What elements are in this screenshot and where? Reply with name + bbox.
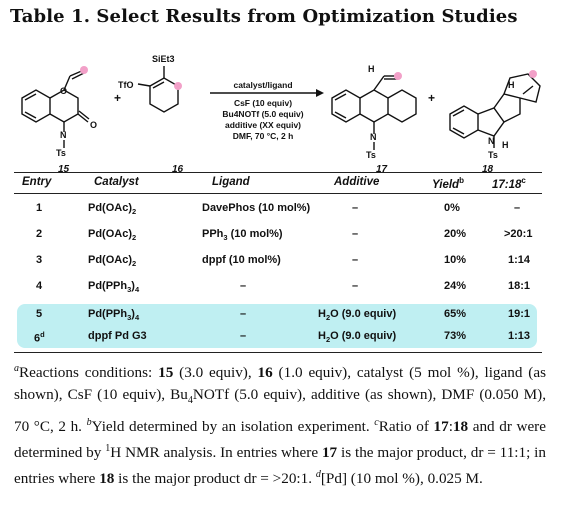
cell-additive: H2O (9.0 equiv) (318, 330, 397, 345)
ts-label-17: Ts (366, 150, 376, 160)
compound-16-label: 16 (172, 164, 184, 175)
cell-ratio: 1:14 (508, 254, 531, 266)
header-entry: Entry (22, 176, 52, 188)
reaction-scheme: N Ts O O + TfO SiEt3 N Ts H + N H Ts H 1… (21, 54, 541, 175)
cell-entry: 6d (34, 330, 45, 345)
highlight-box (17, 304, 537, 348)
o-ring-label-15: O (60, 86, 67, 96)
cell-ligand: DavePhos (10 mol%) (202, 202, 311, 214)
table-row: 2 Pd(OAc)2 PPh3 (10 mol%) – 20% >20:1 (14, 224, 542, 246)
reagent-csf: CsF (10 equiv) (234, 98, 292, 108)
table-row: 4 Pd(PPh3)4 – – 24% 18:1 (14, 276, 542, 298)
cell-ligand: PPh3 (10 mol%) (202, 228, 283, 243)
compound-17-label: 17 (376, 164, 388, 175)
compound-15-label: 15 (58, 164, 70, 175)
h-label-18-top: H (508, 80, 515, 90)
cell-entry: 3 (36, 254, 43, 266)
header-ratio: 17:18c (492, 176, 526, 191)
cell-ratio: 19:1 (508, 308, 531, 320)
cell-ligand: – (240, 280, 247, 292)
table-row: 1 Pd(OAc)2 DavePhos (10 mol%) – 0% – (14, 198, 542, 220)
cell-catalyst: dppf Pd G3 (88, 330, 147, 342)
header-ligand: Ligand (212, 176, 250, 188)
cell-entry: 2 (36, 228, 43, 240)
cell-catalyst: Pd(PPh3)4 (88, 280, 140, 295)
table-top-rule (14, 172, 542, 173)
cell-additive: – (352, 254, 359, 266)
cell-catalyst: Pd(OAc)2 (88, 202, 137, 217)
reagent-additive: additive (XX equiv) (225, 120, 301, 130)
cell-additive: – (352, 228, 359, 240)
n-label-17: N (370, 132, 377, 142)
cell-yield: 20% (444, 228, 467, 240)
cell-catalyst: Pd(OAc)2 (88, 254, 137, 269)
cell-yield: 73% (444, 330, 467, 342)
cell-additive: – (352, 280, 359, 292)
cell-ratio: 18:1 (508, 280, 531, 292)
plus-1: + (114, 91, 121, 105)
table-title: Table 1. Select Results from Optimizatio… (10, 6, 518, 27)
table-row: 6d dppf Pd G3 – H2O (9.0 equiv) 73% 1:13 (14, 326, 542, 348)
cell-yield: 65% (444, 308, 467, 320)
cell-ligand: – (240, 330, 247, 342)
cell-catalyst: Pd(OAc)2 (88, 228, 137, 243)
cell-ratio: >20:1 (504, 228, 533, 240)
cell-ratio: – (514, 202, 521, 214)
reagent-catalyst: catalyst/ligand (233, 80, 292, 90)
table-bottom-rule (14, 352, 542, 353)
cell-yield: 10% (444, 254, 467, 266)
n-label-15: N (60, 130, 67, 140)
table-footnotes: aReactions conditions: 15 (3.0 equiv), 1… (14, 363, 547, 488)
h-label-18-bottom: H (502, 140, 509, 150)
ts-label-15: Ts (56, 148, 66, 158)
cell-ligand: dppf (10 mol%) (202, 254, 281, 266)
reagent-bu4notf: Bu4NOTf (5.0 equiv) (222, 109, 303, 119)
cell-additive: – (352, 202, 359, 214)
table-header-rule (14, 193, 542, 194)
h-label-17: H (368, 64, 375, 74)
header-additive: Additive (334, 176, 380, 188)
cell-yield: 0% (444, 202, 460, 214)
reagent-conditions: DMF, 70 °C, 2 h (233, 131, 294, 141)
cell-ratio: 1:13 (508, 330, 531, 342)
cell-entry: 5 (36, 308, 43, 320)
compound-18-label: 18 (482, 164, 494, 175)
sieti3-label: SiEt3 (152, 54, 175, 64)
ts-label-18: Ts (488, 150, 498, 160)
table-row: 3 Pd(OAc)2 dppf (10 mol%) – 10% 1:14 (14, 250, 542, 272)
table-row: 5 Pd(PPh3)4 – H2O (9.0 equiv) 65% 19:1 (14, 304, 542, 326)
header-yield: Yieldb (432, 176, 464, 191)
o-label-15: O (90, 120, 97, 130)
tfo-label: TfO (118, 80, 134, 90)
cell-yield: 24% (444, 280, 467, 292)
n-label-18: N (488, 136, 495, 146)
cell-ligand: – (240, 308, 247, 320)
cell-entry: 1 (36, 202, 43, 214)
cell-entry: 4 (36, 280, 43, 292)
cell-catalyst: Pd(PPh3)4 (88, 308, 140, 323)
cell-additive: H2O (9.0 equiv) (318, 308, 397, 323)
header-catalyst: Catalyst (94, 176, 139, 188)
plus-2: + (428, 91, 435, 105)
